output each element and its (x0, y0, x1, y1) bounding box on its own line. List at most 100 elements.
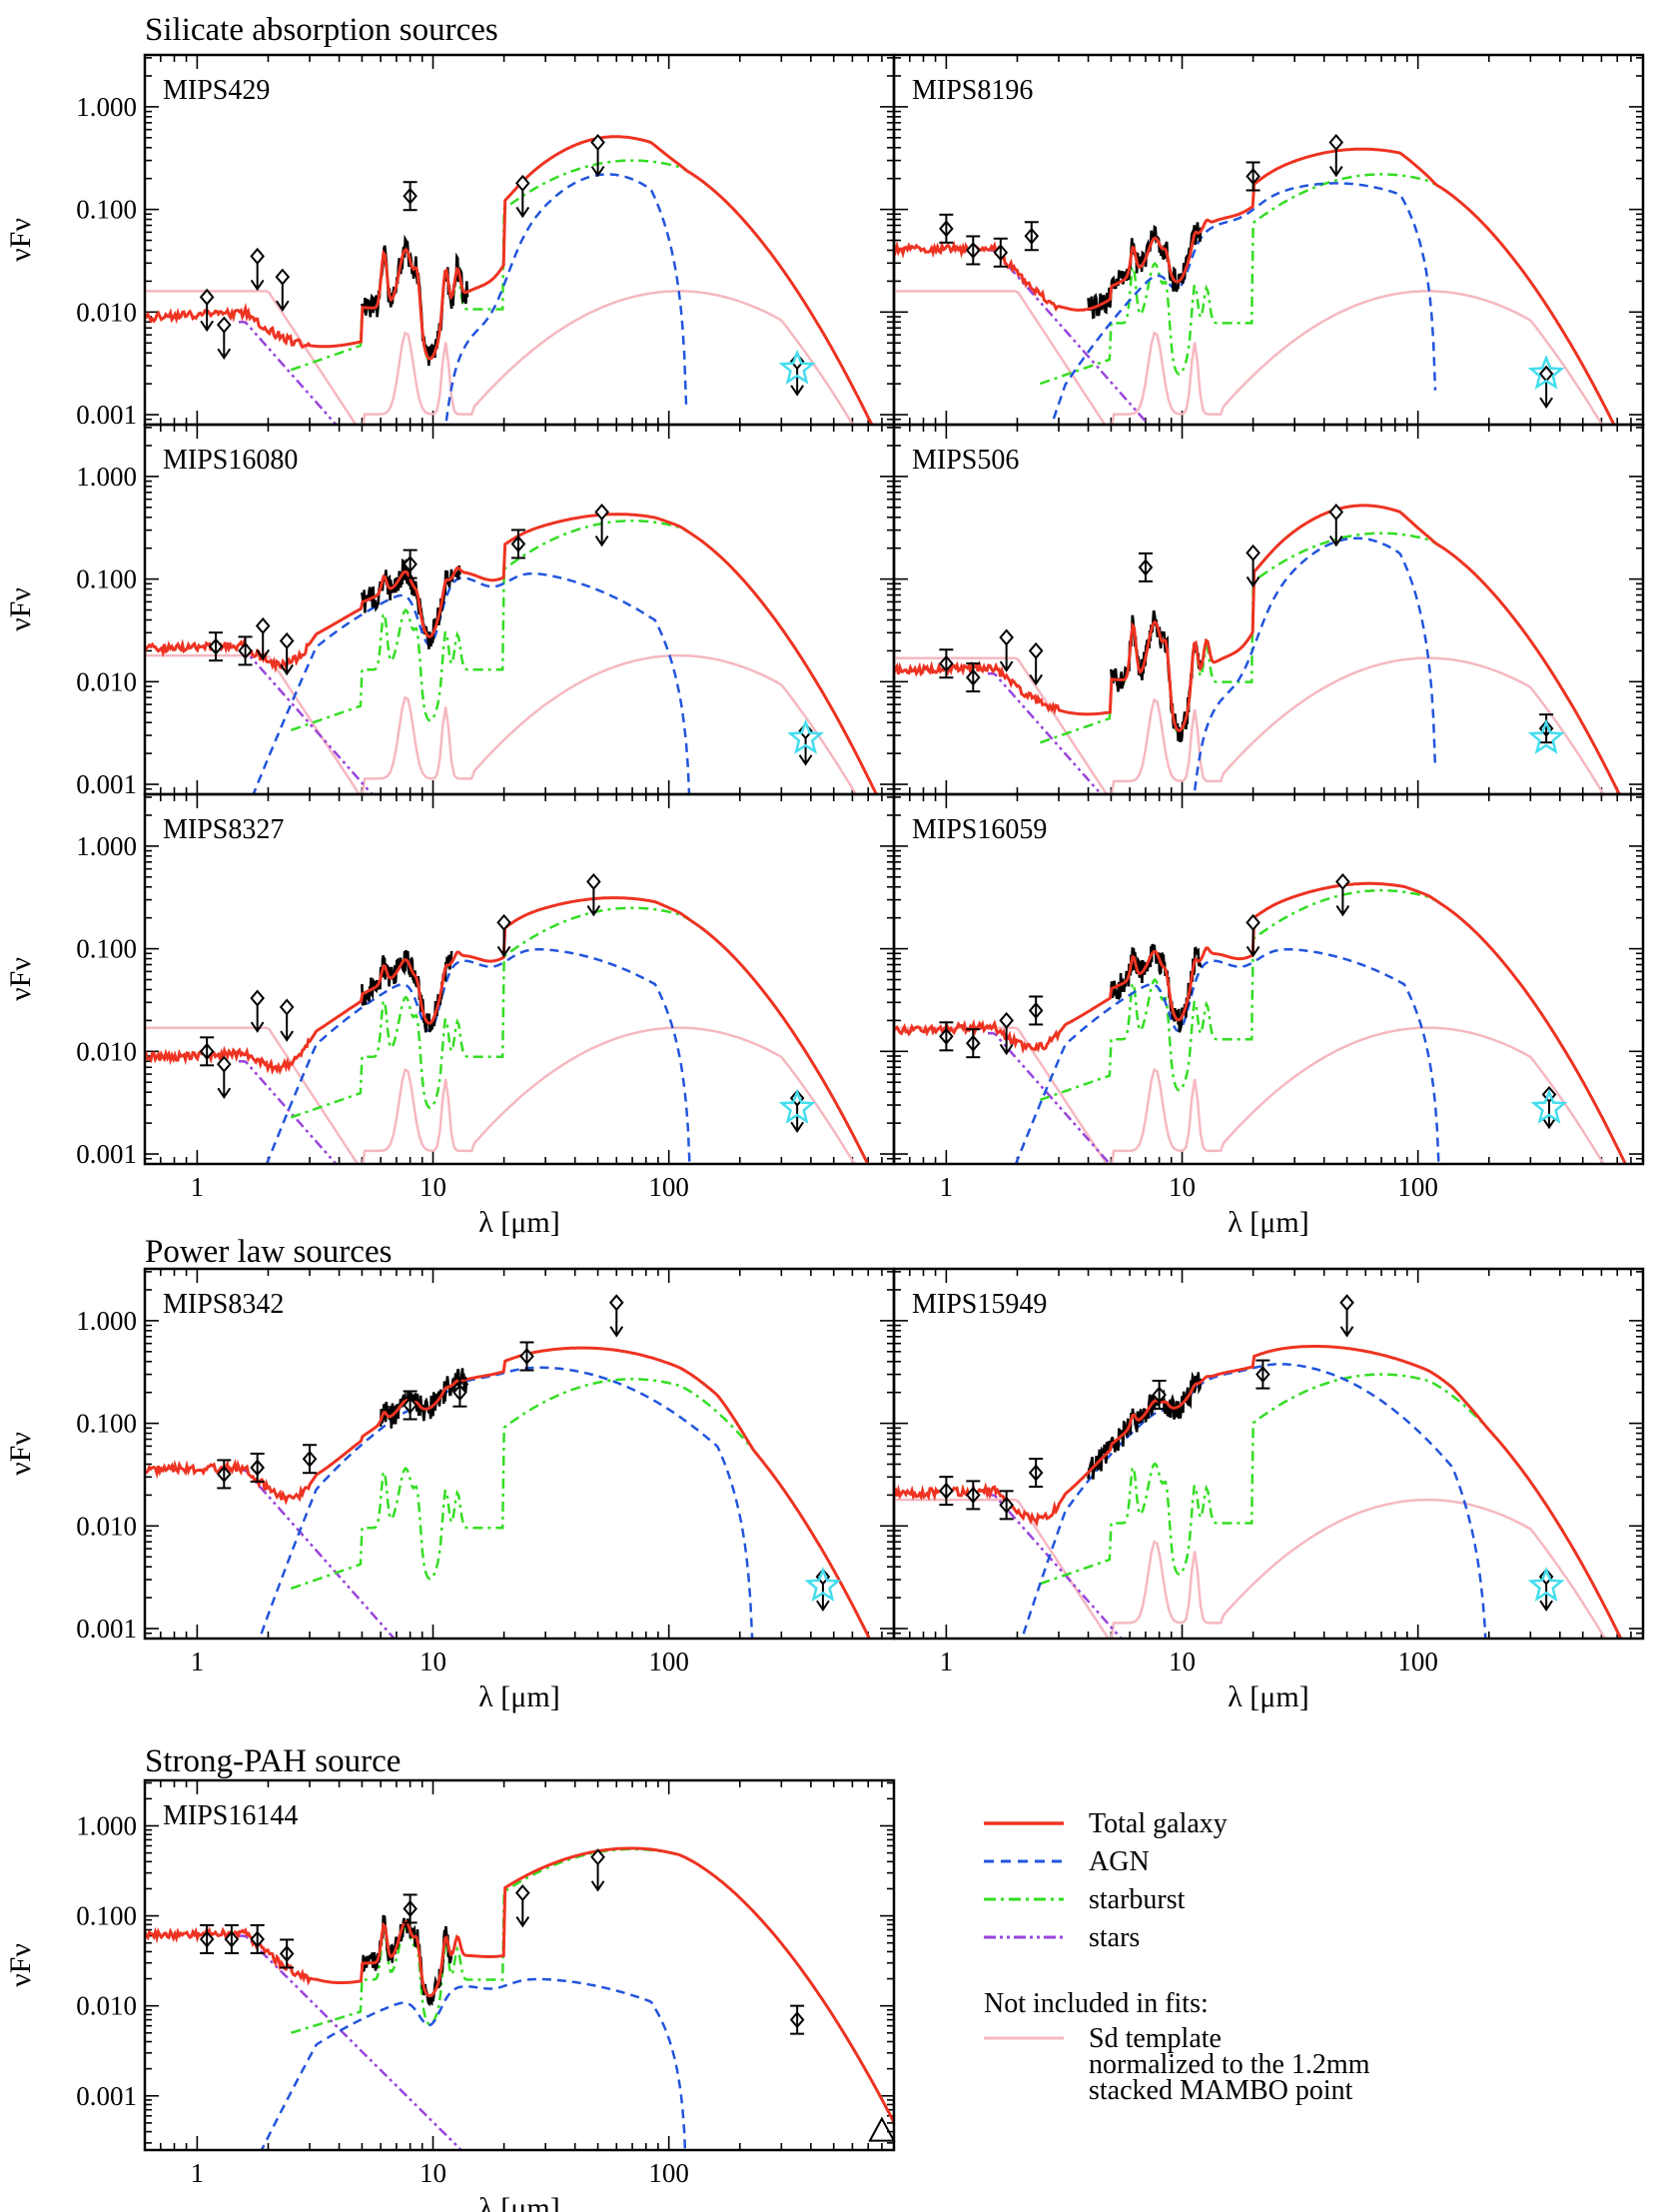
y-tick-label: 1.000 (76, 462, 137, 492)
panel-mips8327: 0.001 0.010 0.100 1.000 νFν 1 10 100 λ [μm] MIPS8… (4, 792, 896, 1239)
plot-frame (892, 1267, 1645, 1641)
photometry-point (1538, 713, 1554, 744)
photometry-point (250, 1452, 265, 1483)
upper-limit-point (275, 268, 291, 312)
total-galaxy-curve (145, 896, 870, 1164)
stars-curve (988, 1494, 1124, 1639)
section-title-power-law: Power law sources (145, 1234, 392, 1270)
panel-mips16144: 0.001 0.010 0.100 1.000 νFν 1 10 100 λ [μm] MIPS1… (4, 1778, 896, 2212)
x-tick-label: 100 (1397, 1172, 1438, 1202)
photometry-point (403, 181, 417, 212)
photometry-point (965, 1028, 981, 1059)
upper-limit-point (514, 1884, 530, 1928)
photometry-point (510, 529, 526, 559)
x-tick-label: 100 (648, 1172, 689, 1202)
upper-limit-point (586, 872, 601, 917)
y-tick-label: 0.100 (76, 1409, 137, 1439)
plot-area (894, 881, 1628, 1164)
plot-frame (143, 423, 896, 796)
sed-panels: 0.001 0.010 0.100 1.000 νFν MIPS429 MIPS8196 0.… (4, 53, 1645, 2212)
y-tick-label: 0.010 (76, 1991, 137, 2021)
x-tick-label: 1 (191, 2158, 205, 2188)
panel-mips429: 0.001 0.010 0.100 1.000 νFν MIPS429 (4, 53, 896, 430)
upper-limit-point (1538, 365, 1554, 409)
x-tick-label: 100 (648, 1647, 689, 1676)
photometry-points (216, 1294, 831, 1612)
y-axis-label: νFν (4, 218, 37, 262)
y-tick-label: 0.100 (76, 934, 137, 964)
y-axis-label: νFν (4, 1943, 37, 1987)
section-title-silicate: Silicate absorption sources (145, 12, 498, 48)
legend-note-line-1: Sd template (1089, 2023, 1222, 2054)
plot-area (145, 513, 879, 794)
mambo-stack-star (778, 349, 816, 385)
photometry-point (208, 631, 224, 662)
y-tick-label: 0.100 (76, 195, 137, 225)
stars-curve (988, 1031, 1112, 1164)
photometry-point (789, 2004, 805, 2035)
photometry-points (208, 503, 813, 766)
legend-label-starburst: starburst (1089, 1884, 1186, 1915)
y-tick-label: 0.100 (76, 1901, 137, 1931)
y-tick-label: 1.000 (76, 1811, 137, 1841)
photometry-points (939, 872, 1557, 1130)
x-axis-label: λ [μm] (478, 1206, 559, 1239)
photometry-point (999, 1490, 1014, 1521)
photometry-point (1255, 1359, 1270, 1390)
starburst-curve (1040, 532, 1621, 794)
agn-curve (1014, 948, 1440, 1164)
mambo-stack-star (787, 718, 825, 754)
legend-item-starburst: starburst (984, 1884, 1186, 1915)
section-titles: Silicate absorption sources Power law so… (145, 12, 498, 1779)
y-tick-label: 1.000 (76, 1306, 137, 1336)
y-axis-label: νFν (4, 587, 37, 631)
x-axis-label: λ [μm] (478, 2192, 559, 2212)
panel-title: MIPS16059 (912, 814, 1047, 845)
plot-area (145, 1346, 872, 1639)
y-tick-label: 0.001 (76, 1139, 137, 1169)
sd-template-curve (145, 290, 855, 425)
x-tick-label: 10 (1169, 1172, 1196, 1202)
photometry-point (403, 1893, 417, 1924)
legend-item-agn: AGN (984, 1846, 1150, 1877)
agn-curve (265, 948, 691, 1164)
photometry-point (965, 1480, 981, 1511)
plot-frame (143, 1778, 896, 2152)
plot-frame (143, 53, 896, 427)
upper-limit-point (216, 316, 232, 360)
legend-label-stars: stars (1089, 1922, 1140, 1953)
x-tick-label: 1 (191, 1172, 205, 1202)
upper-limit-point (590, 1848, 605, 1892)
plot-area (894, 1345, 1623, 1639)
mambo-stack-star (1527, 718, 1565, 754)
legend-note-title: Not included in fits: (984, 1988, 1209, 2019)
photometry-points (199, 872, 805, 1133)
agn-curve (252, 571, 691, 794)
photometry-point (1028, 995, 1044, 1026)
panel-mips8342: 0.001 0.010 0.100 1.000 νFν 1 10 100 λ [μm] MIPS8… (4, 1267, 896, 1713)
x-axis-label: λ [μm] (1228, 1680, 1308, 1713)
photometry-point (993, 237, 1009, 268)
panel-title: MIPS8327 (163, 814, 284, 845)
upper-limit-point (1335, 872, 1350, 917)
sd-template-curve (145, 653, 858, 794)
photometry-point (199, 1036, 215, 1067)
stars-curve (239, 1469, 397, 1639)
y-tick-label: 0.001 (76, 2081, 137, 2111)
photometry-point (1028, 1458, 1044, 1489)
y-tick-label: 0.100 (76, 564, 137, 594)
upper-limit-point (250, 247, 265, 292)
photometry-point (1152, 1379, 1167, 1410)
photometry-point (302, 1444, 318, 1475)
axis-ticks (893, 794, 1644, 1165)
upper-limit-point (255, 616, 271, 661)
photometry-point (1024, 221, 1040, 252)
upper-limit-point (1328, 503, 1344, 548)
y-tick-label: 0.001 (76, 769, 137, 799)
panel-mips506: MIPS506 (892, 423, 1645, 796)
x-tick-label: 1 (191, 1647, 205, 1676)
panel-mips16059: 1 10 100 λ [μm] MIPS16059 (892, 792, 1645, 1239)
mambo-stack-star (804, 1566, 842, 1603)
photometry-point (403, 549, 417, 579)
upper-limit-point (496, 913, 511, 958)
